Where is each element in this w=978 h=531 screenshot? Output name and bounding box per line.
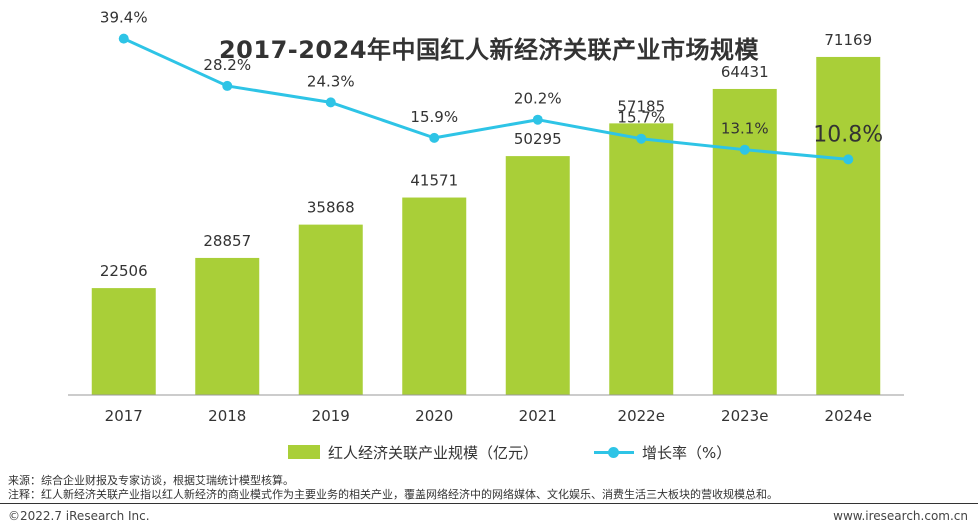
bar-2020	[402, 197, 467, 395]
growth-point-2022e	[636, 133, 647, 144]
growth-point-2017	[118, 33, 129, 44]
bar-label-2017: 22506	[100, 262, 148, 280]
footer-notes: 来源：综合企业财报及专家访谈，根据艾瑞统计模型核算。 注释：红人新经济关联产业指…	[8, 474, 778, 502]
growth-label-2022e: 15.7%	[617, 109, 665, 127]
growth-point-2019	[325, 97, 336, 108]
legend-bar-swatch	[288, 445, 320, 459]
growth-point-2020	[429, 132, 440, 143]
bar-label-2024e: 71169	[824, 31, 872, 49]
growth-label-2020: 15.9%	[410, 108, 458, 126]
growth-point-2024e	[843, 154, 854, 165]
chart: 22506 2017 28857 2018 35868 2019 41571 2020 5029…	[68, 9, 904, 425]
bar-2024e	[816, 56, 881, 395]
bar-label-2021: 50295	[514, 130, 562, 148]
legend-bar-label: 红人经济关联产业规模（亿元）	[328, 443, 539, 462]
growth-point-2018	[222, 80, 233, 91]
bar-2021	[505, 156, 570, 395]
growth-label-2019: 24.3%	[307, 72, 355, 90]
bar-label-2020: 41571	[410, 172, 458, 190]
website-link[interactable]: www.iresearch.com.cn	[833, 509, 968, 523]
growth-line	[123, 37, 849, 161]
legend-item-line: 增长率（%）	[594, 442, 731, 463]
bar-label-2023e: 64431	[721, 63, 769, 81]
growth-point-2023e	[739, 144, 750, 155]
growth-label-2017: 39.4%	[100, 9, 148, 27]
growth-label-2024e: 10.8%	[813, 122, 883, 147]
x-tick-2024e: 2024e	[825, 407, 872, 425]
legend-line-swatch	[594, 445, 635, 459]
chart-title: 2017-2024年中国红人新经济关联产业市场规模	[218, 36, 760, 64]
x-tick-2023e: 2023e	[721, 407, 768, 425]
bar-label-2018: 28857	[203, 232, 251, 250]
growth-point-2021	[532, 114, 543, 125]
x-tick-2022e: 2022e	[618, 407, 665, 425]
bar-2023e	[712, 88, 777, 395]
x-tick-2021: 2021	[519, 407, 557, 425]
footer-divider	[0, 503, 978, 504]
annotation-note: 注释：红人新经济关联产业指以红人新经济的商业模式作为主要业务的相关产业，覆盖网络…	[8, 488, 778, 501]
x-tick-2019: 2019	[312, 407, 350, 425]
bar-2017	[91, 288, 156, 395]
growth-label-2021: 20.2%	[514, 90, 562, 108]
bar-label-2022e: 57185	[617, 97, 665, 115]
x-tick-2018: 2018	[208, 407, 246, 425]
legend-item-bar: 红人经济关联产业规模（亿元）	[288, 442, 538, 463]
bar-label-2019: 35868	[307, 199, 355, 217]
copyright: ©2022.7 iResearch Inc.	[8, 509, 150, 523]
legend: 红人经济关联产业规模（亿元） 增长率（%）	[288, 440, 731, 464]
growth-label-2023e: 13.1%	[721, 120, 769, 138]
bar-2019	[298, 224, 363, 395]
x-tick-2020: 2020	[415, 407, 453, 425]
bar-2018	[195, 257, 260, 395]
source-note: 来源：综合企业财报及专家访谈，根据艾瑞统计模型核算。	[8, 474, 294, 487]
growth-label-2018: 28.2%	[203, 56, 251, 74]
bar-2022e	[609, 123, 674, 395]
legend-line-label: 增长率（%）	[642, 443, 732, 462]
x-tick-2017: 2017	[105, 407, 143, 425]
